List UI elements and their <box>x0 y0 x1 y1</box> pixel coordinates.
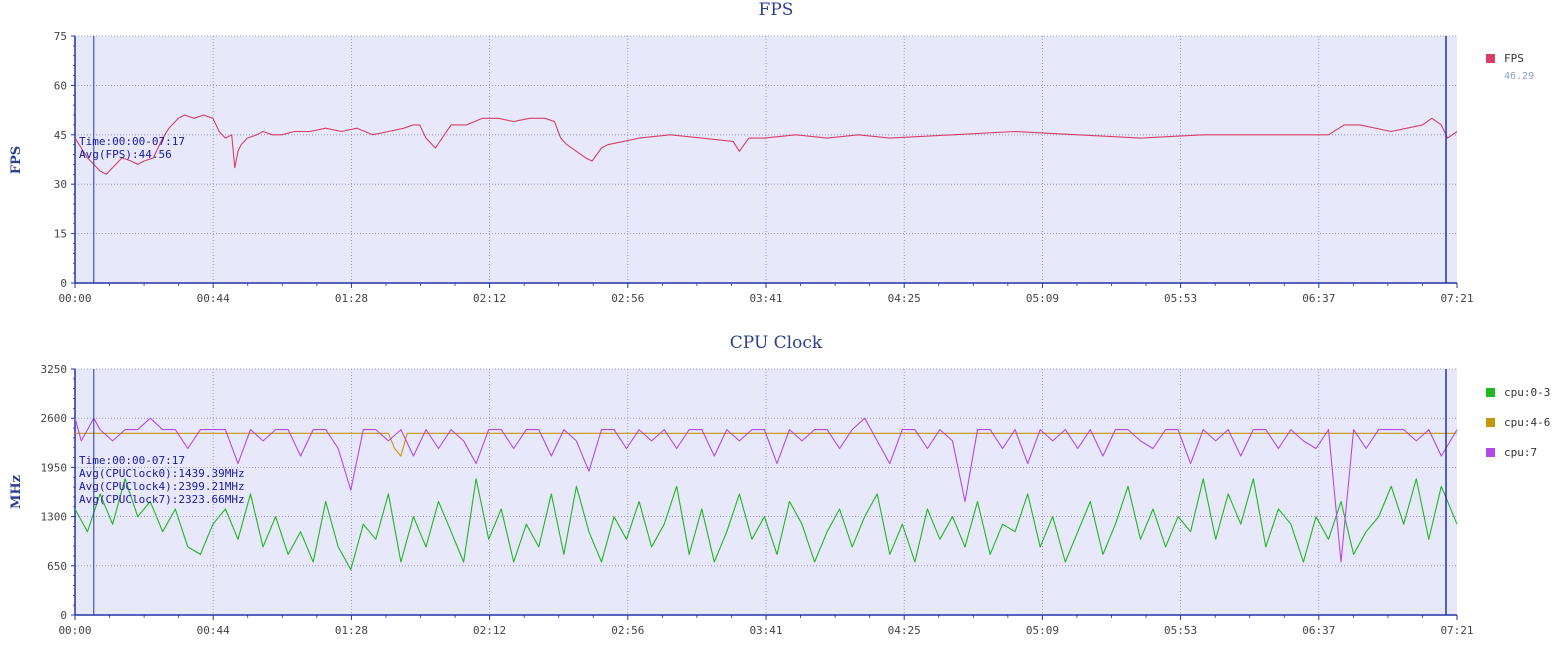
legend-swatch[interactable] <box>1486 388 1495 397</box>
x-tick-label: 03:41 <box>749 624 782 637</box>
x-tick-label: 05:09 <box>1026 624 1059 637</box>
fps-chart-title: FPS <box>759 0 794 20</box>
series-line-cpu-0-3 <box>74 478 1458 571</box>
x-tick-label: 00:00 <box>58 624 91 637</box>
readout-line: Time:00:00-07:17 <box>79 135 185 148</box>
y-tick-label: 45 <box>54 129 67 142</box>
y-tick-label: 75 <box>54 30 67 43</box>
y-tick-label: 15 <box>54 228 67 241</box>
y-tick-label: 3250 <box>41 363 68 376</box>
x-tick-label: 06:37 <box>1302 624 1335 637</box>
series-line-cpu-4-6 <box>75 432 1457 457</box>
x-tick-label: 06:37 <box>1302 292 1335 305</box>
legend-swatch[interactable] <box>1486 418 1495 427</box>
x-tick-label: 01:28 <box>335 292 368 305</box>
series-line-fps <box>74 114 1458 175</box>
legend-swatch[interactable] <box>1486 448 1495 457</box>
fps-y-axis-label: FPS <box>9 146 24 174</box>
y-tick-label: 650 <box>47 560 67 573</box>
cpu-clock-chart: CPU Clock MHz 0 650 1300 1950 2600 3250 00:00 0… <box>9 333 1550 637</box>
x-tick-label: 02:56 <box>611 624 644 637</box>
x-tick-label: 05:53 <box>1164 624 1197 637</box>
series-line-cpu-7 <box>74 417 1458 563</box>
legend-label[interactable]: cpu:4-6 <box>1504 416 1550 429</box>
x-tick-label: 02:12 <box>473 292 506 305</box>
legend-value: 46.29 <box>1504 71 1534 82</box>
y-tick-label: 60 <box>54 79 67 92</box>
x-tick-label: 02:56 <box>611 292 644 305</box>
readout-line: Avg(CPUClock7):2323.66MHz <box>79 493 245 506</box>
legend-label[interactable]: cpu:0-3 <box>1504 386 1550 399</box>
readout-line: Avg(FPS):44.56 <box>79 148 172 161</box>
fps-chart: FPS FPS 0 15 30 45 60 75 00:00 00:44 01:28 02:12 0… <box>9 0 1534 305</box>
x-tick-label: 00:44 <box>197 624 230 637</box>
x-tick-label: 03:41 <box>749 292 782 305</box>
x-tick-label: 01:28 <box>335 624 368 637</box>
y-tick-label: 30 <box>54 178 67 191</box>
y-tick-label: 0 <box>60 277 67 290</box>
x-tick-label: 00:00 <box>58 292 91 305</box>
y-tick-label: 1300 <box>41 511 68 524</box>
y-tick-label: 1950 <box>41 461 68 474</box>
x-tick-label: 02:12 <box>473 624 506 637</box>
readout-line: Avg(CPUClock4):2399.21MHz <box>79 480 245 493</box>
legend-label[interactable]: cpu:7 <box>1504 446 1537 459</box>
y-tick-label: 0 <box>60 609 67 622</box>
readout-line: Time:00:00-07:17 <box>79 454 185 467</box>
cpu-clock-chart-title: CPU Clock <box>730 333 823 353</box>
cpu-y-axis-label: MHz <box>9 475 24 509</box>
x-tick-label: 05:09 <box>1026 292 1059 305</box>
x-tick-label: 00:44 <box>197 292 230 305</box>
y-tick-label: 2600 <box>41 412 68 425</box>
x-tick-label: 04:25 <box>888 624 921 637</box>
x-tick-label: 05:53 <box>1164 292 1197 305</box>
legend-label[interactable]: FPS <box>1504 52 1524 65</box>
legend-swatch[interactable] <box>1486 54 1495 63</box>
readout-line: Avg(CPUClock0):1439.39MHz <box>79 467 245 480</box>
x-tick-label: 07:21 <box>1440 292 1473 305</box>
x-tick-label: 04:25 <box>888 292 921 305</box>
x-tick-label: 07:21 <box>1440 624 1473 637</box>
